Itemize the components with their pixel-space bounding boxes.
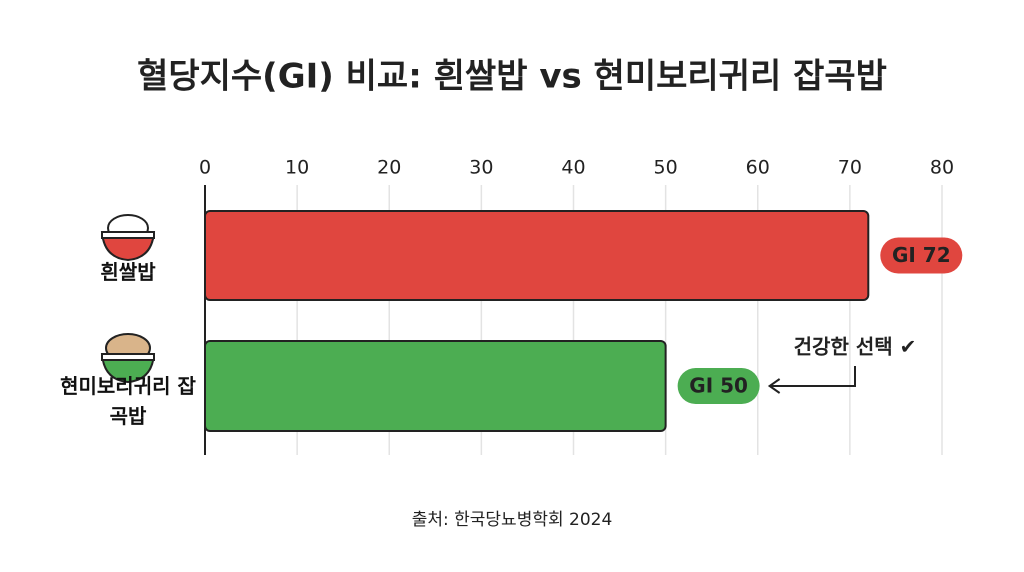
- white-rice-icon: [100, 214, 156, 262]
- bar: [204, 210, 870, 301]
- x-tick-label: 70: [838, 157, 862, 179]
- value-label: GI 50: [689, 374, 748, 398]
- x-tick-label: 40: [561, 157, 585, 179]
- arrow-head: [767, 378, 781, 394]
- category-label: 흰쌀밥: [100, 260, 156, 284]
- x-tick-label: 0: [199, 157, 211, 179]
- mixed-rice-icon: [100, 333, 156, 384]
- chart-title: 혈당지수(GI) 비교: 흰쌀밥 vs 현미보리귀리 잡곡밥: [137, 57, 887, 97]
- x-tick-label: 20: [377, 157, 401, 179]
- source: 출처: 한국당뇨병학회 2024: [412, 510, 613, 530]
- value-label: GI 72: [892, 243, 951, 267]
- annotation-arrow: [769, 366, 856, 387]
- x-tick-label: 50: [654, 157, 678, 179]
- category-label: 현미보리귀리 잡곡밥: [60, 374, 196, 428]
- annotation: 건강한 선택 ✔: [794, 335, 917, 359]
- value-pill: [880, 237, 963, 274]
- x-tick-label: 80: [930, 157, 954, 179]
- bar: [204, 340, 667, 432]
- x-tick-label: 60: [746, 157, 770, 179]
- value-pill: [677, 368, 760, 404]
- x-tick-label: 30: [469, 157, 493, 179]
- x-tick-label: 10: [285, 157, 309, 179]
